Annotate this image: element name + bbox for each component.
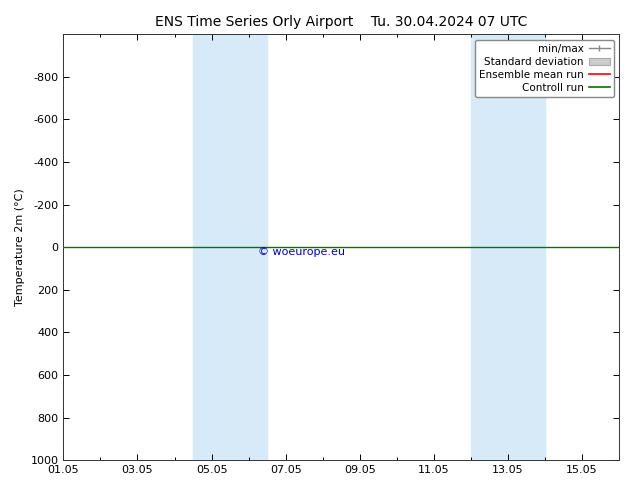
Title: ENS Time Series Orly Airport    Tu. 30.04.2024 07 UTC: ENS Time Series Orly Airport Tu. 30.04.2… — [155, 15, 527, 29]
Y-axis label: Temperature 2m (°C): Temperature 2m (°C) — [15, 188, 25, 306]
Text: © woeurope.eu: © woeurope.eu — [258, 247, 345, 257]
Bar — [193, 34, 267, 460]
Bar — [471, 34, 545, 460]
Legend: min/max, Standard deviation, Ensemble mean run, Controll run: min/max, Standard deviation, Ensemble me… — [475, 40, 614, 97]
